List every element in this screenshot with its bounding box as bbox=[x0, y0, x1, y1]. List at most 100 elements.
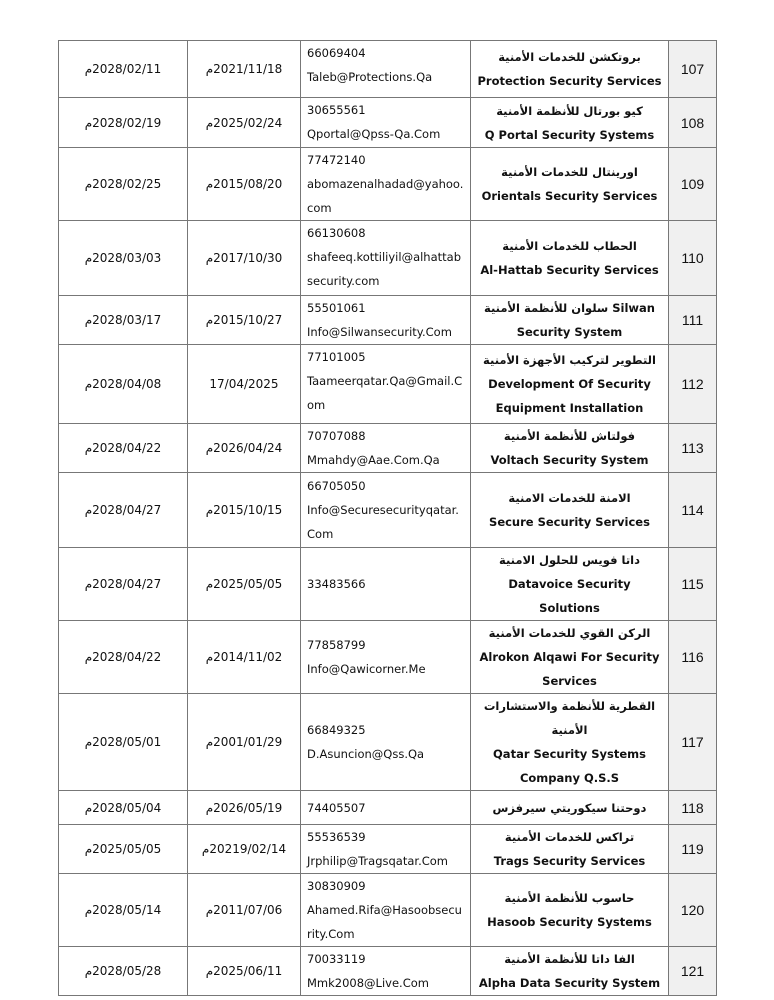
email: Info@Securesecurityqatar.Com bbox=[307, 503, 459, 541]
expiry-date-cell: 2028/04/08م bbox=[58, 344, 188, 424]
row-number: 110 bbox=[668, 220, 717, 296]
expiry-date: 2028/05/28م bbox=[84, 964, 162, 978]
company-name-cell: دوحتنا سيكوريتي سيرفزس bbox=[470, 790, 669, 825]
phone: 66705050 bbox=[307, 479, 366, 493]
company-name-cell: التطوير لتركيب الأجهزة الأمنية Developmen… bbox=[470, 344, 669, 424]
security-companies-table: 2028/02/11م 2021/11/18م 66069404 Taleb@Prot… bbox=[58, 40, 717, 996]
company-name-cell: بروتكشن للخدمات الأمنية Protection Securi… bbox=[470, 40, 669, 98]
expiry-date: 2028/04/27م bbox=[84, 503, 162, 517]
expiry-date: 2028/02/11م bbox=[84, 62, 162, 76]
expiry-date-cell: 2028/05/28م bbox=[58, 946, 188, 996]
email: D.Asuncion@Qss.Qa bbox=[307, 747, 425, 761]
company-name-cell: فولتاش للأنظمة الأمنية Voltach Security S… bbox=[470, 423, 669, 473]
issue-date: 2017/10/30م bbox=[205, 251, 283, 265]
phone: 66849325 bbox=[307, 723, 366, 737]
issue-date: 2025/06/11م bbox=[205, 964, 283, 978]
company-name-cell: القطرية للأنظمة والاستشارات الأمنية Qatar… bbox=[470, 693, 669, 791]
company-name-cell: تراكس للخدمات الأمنية Trags Security Serv… bbox=[470, 824, 669, 874]
row-number: 120 bbox=[668, 873, 717, 947]
issue-date: 2015/10/15م bbox=[205, 503, 283, 517]
expiry-date-cell: 2025/05/05م bbox=[58, 824, 188, 874]
company-name-en: Trags Security Services bbox=[493, 854, 646, 868]
table-row: 2028/05/04م 2026/05/19م 74405507 دوحتنا سيك… bbox=[58, 790, 717, 825]
company-name-ar: الركن القوي للخدمات الأمنية bbox=[488, 626, 651, 640]
expiry-date-cell: 2028/04/22م bbox=[58, 423, 188, 473]
row-number: 108 bbox=[668, 97, 717, 148]
issue-date: 2026/05/19م bbox=[205, 800, 283, 815]
row-number: 109 bbox=[668, 147, 717, 221]
contact-cell: 77858799 Info@Qawicorner.Me bbox=[300, 620, 471, 694]
issue-date: 2026/04/24م bbox=[205, 441, 283, 455]
issue-date-cell: 2021/11/18م bbox=[187, 40, 301, 98]
company-name-ar: الفا داتا للأنظمة الأمنية bbox=[504, 952, 635, 966]
expiry-date-cell: 2028/02/11م bbox=[58, 40, 188, 98]
contact-cell: 70033119 Mmk2008@Live.Com bbox=[300, 946, 471, 996]
email: Mmk2008@Live.Com bbox=[307, 976, 429, 990]
email: Info@Silwansecurity.Com bbox=[307, 325, 452, 339]
phone: 70033119 bbox=[307, 952, 366, 966]
table-row: 2028/04/22م 2026/04/24م 70707088 Mmahdy@Aae… bbox=[58, 423, 717, 473]
issue-date: 2001/01/29م bbox=[205, 735, 283, 749]
company-name-en: Development Of Security Equipment Instal… bbox=[488, 377, 651, 415]
contact-cell: 30830909 Ahamed.Rifa@Hasoobsecurity.Com bbox=[300, 873, 471, 947]
expiry-date: 2028/05/14م bbox=[84, 903, 162, 917]
company-name-cell: اورينتال للخدمات الأمنية Orientals Securi… bbox=[470, 147, 669, 221]
row-number: 107 bbox=[668, 40, 717, 98]
expiry-date: 2028/04/22م bbox=[84, 650, 162, 664]
contact-cell: 77101005 Taameerqatar.Qa@Gmail.Com bbox=[300, 344, 471, 424]
company-name-ar: حاسوب للأنظمة الأمنية bbox=[504, 891, 635, 905]
expiry-date: 2028/04/22م bbox=[84, 441, 162, 455]
contact-cell: 55536539 Jrphilip@Tragsqatar.Com bbox=[300, 824, 471, 874]
phone: 33483566 bbox=[307, 577, 366, 591]
table-row: 2028/05/01م 2001/01/29م 66849325 D.Asuncion… bbox=[58, 693, 717, 791]
phone: 77858799 bbox=[307, 638, 366, 652]
email: Taleb@Protections.Qa bbox=[307, 70, 433, 84]
company-name-en: Alrokon Alqawi For Security Services bbox=[479, 650, 660, 688]
expiry-date: 2028/03/03م bbox=[84, 251, 162, 265]
phone: 70707088 bbox=[307, 429, 366, 443]
phone: 77101005 bbox=[307, 350, 366, 364]
company-name-en: Voltach Security System bbox=[490, 453, 649, 467]
company-name-cell: Silwan سلوان للأنظمة الأمنية Security Sys… bbox=[470, 295, 669, 345]
issue-date-cell: 2026/04/24م bbox=[187, 423, 301, 473]
contact-cell: 77472140 abomazenalhadad@yahoo.com bbox=[300, 147, 471, 221]
table-row: 2028/03/03م 2017/10/30م 66130608 shafeeq.ko… bbox=[58, 220, 717, 296]
expiry-date-cell: 2028/02/25م bbox=[58, 147, 188, 221]
company-name-cell: الركن القوي للخدمات الأمنية Alrokon Alqaw… bbox=[470, 620, 669, 694]
company-name-cell: الفا داتا للأنظمة الأمنية Alpha Data Secu… bbox=[470, 946, 669, 996]
table-row: 2028/02/19م 2025/02/24م 30655561 Qportal@Qp… bbox=[58, 97, 717, 148]
issue-date-cell: 20219/02/14م bbox=[187, 824, 301, 874]
phone: 55536539 bbox=[307, 830, 366, 844]
company-name-en: Qatar Security Systems Company Q.S.S bbox=[493, 747, 646, 785]
issue-date-cell: 2014/11/02م bbox=[187, 620, 301, 694]
table-row: 2028/05/28م 2025/06/11م 70033119 Mmk2008@Li… bbox=[58, 946, 717, 996]
expiry-date: 2028/03/17م bbox=[84, 313, 162, 327]
issue-date-cell: 2001/01/29م bbox=[187, 693, 301, 791]
expiry-date-cell: 2028/02/19م bbox=[58, 97, 188, 148]
contact-cell: 66705050 Info@Securesecurityqatar.Com bbox=[300, 472, 471, 548]
phone: 30655561 bbox=[307, 103, 366, 117]
expiry-date-cell: 2028/04/22م bbox=[58, 620, 188, 694]
expiry-date: 2028/05/04م bbox=[84, 800, 162, 815]
expiry-date: 2028/02/25م bbox=[84, 177, 162, 191]
email: Taameerqatar.Qa@Gmail.Com bbox=[307, 374, 463, 412]
row-number: 112 bbox=[668, 344, 717, 424]
expiry-date-cell: 2028/03/03م bbox=[58, 220, 188, 296]
issue-date: 17/04/2025 bbox=[209, 377, 279, 391]
expiry-date: 2028/04/27م bbox=[84, 577, 162, 591]
expiry-date-cell: 2028/05/04م bbox=[58, 790, 188, 825]
row-number: 115 bbox=[668, 547, 717, 621]
expiry-date-cell: 2028/04/27م bbox=[58, 547, 188, 621]
email: abomazenalhadad@yahoo.com bbox=[307, 177, 464, 215]
expiry-date: 2028/02/19م bbox=[84, 115, 162, 130]
issue-date-cell: 2025/02/24م bbox=[187, 97, 301, 148]
company-name-en: Al-Hattab Security Services bbox=[480, 263, 659, 277]
company-name-ar: القطرية للأنظمة والاستشارات الأمنية bbox=[483, 699, 656, 737]
phone: 55501061 bbox=[307, 301, 366, 315]
company-name-cell: كيو بورتال للأنظمة الأمنية Q Portal Secur… bbox=[470, 97, 669, 148]
company-name-ar: الامنة للخدمات الامنية bbox=[508, 491, 631, 505]
issue-date-cell: 17/04/2025 bbox=[187, 344, 301, 424]
expiry-date: 2025/05/05م bbox=[84, 842, 162, 856]
email: Mmahdy@Aae.Com.Qa bbox=[307, 453, 440, 467]
contact-cell: 66849325 D.Asuncion@Qss.Qa bbox=[300, 693, 471, 791]
